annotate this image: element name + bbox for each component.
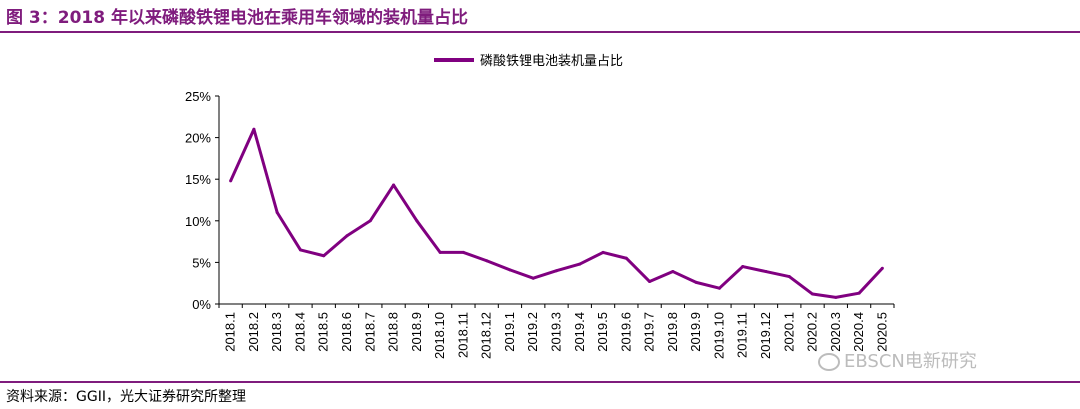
data-point <box>717 286 721 290</box>
x-tick-label: 2019.9 <box>688 312 703 352</box>
data-point <box>298 248 302 252</box>
data-point <box>345 234 349 238</box>
data-point <box>834 295 838 299</box>
title-rule <box>0 31 1080 33</box>
data-point <box>368 219 372 223</box>
x-tick-label: 2020.1 <box>781 312 796 352</box>
data-point <box>624 256 628 260</box>
line-chart: 磷酸铁锂电池装机量占比 0%5%10%15%20%25% 2018.1 2018.… <box>185 54 895 359</box>
x-tick-label: 2019.7 <box>642 312 657 352</box>
series-layer <box>229 127 884 299</box>
data-point <box>787 275 791 279</box>
chart-legend: 磷酸铁锂电池装机量占比 <box>434 54 623 69</box>
footer-rule <box>0 381 1080 383</box>
x-tick-label: 2018.8 <box>386 312 401 352</box>
data-point <box>275 210 279 214</box>
y-tick-label: 5% <box>192 255 211 270</box>
watermark-text: EBSCN电新研究 <box>844 351 977 372</box>
data-point <box>671 270 675 274</box>
x-tick-label: 2019.2 <box>525 312 540 352</box>
x-tick-label: 2019.10 <box>711 312 726 359</box>
data-point <box>322 254 326 258</box>
data-point <box>694 280 698 284</box>
x-tick-label: 2020.4 <box>851 312 866 352</box>
x-tick-label: 2020.2 <box>805 312 820 352</box>
x-tick-label: 2018.11 <box>455 312 470 358</box>
data-point <box>555 269 558 273</box>
data-point <box>741 265 745 269</box>
data-point <box>601 250 605 254</box>
legend-label: 磷酸铁锂电池装机量占比 <box>480 54 623 69</box>
data-point <box>438 250 442 254</box>
x-tick-label: 2020.3 <box>828 312 843 352</box>
y-tick-label: 25% <box>185 89 211 104</box>
data-point <box>764 270 768 274</box>
data-point <box>461 250 465 254</box>
x-tick-label: 2020.5 <box>874 312 889 352</box>
data-point <box>485 259 489 263</box>
y-tick-label: 0% <box>192 297 211 312</box>
x-tick-label: 2019.5 <box>595 312 610 352</box>
data-point <box>880 266 884 270</box>
watermark: EBSCN电新研究 <box>818 347 977 373</box>
y-tick-label: 15% <box>185 172 211 187</box>
figure-header: 图 3：2018 年以来磷酸铁锂电池在乘用车领域的装机量占比 <box>0 0 1080 34</box>
y-tick-label: 10% <box>185 214 211 229</box>
chart-axes <box>218 96 894 305</box>
y-tick-label: 20% <box>185 131 211 146</box>
x-tick-label: 2018.6 <box>339 312 354 352</box>
data-point <box>811 292 815 296</box>
x-tick-label: 2018.5 <box>316 312 331 352</box>
data-point <box>508 268 512 272</box>
source-note: 资料来源：GGII，光大证券研究所整理 <box>6 389 246 405</box>
data-point <box>392 183 396 187</box>
y-tick-group: 0% 5% 10% 15% 20% 25% <box>185 89 219 312</box>
data-point <box>648 280 652 284</box>
figure-title: 图 3：2018 年以来磷酸铁锂电池在乘用车领域的装机量占比 <box>6 8 468 28</box>
data-point <box>857 291 861 295</box>
data-point <box>531 276 535 280</box>
x-tick-label: 2019.4 <box>572 312 587 352</box>
x-tick-label: 2018.10 <box>432 312 447 359</box>
x-tick-label: 2019.11 <box>735 312 750 358</box>
x-tick-group: 2018.1 2018.2 2018.3 2018.4 2018.5 2018.6 2018… <box>218 304 895 359</box>
x-tick-label: 2019.6 <box>618 312 633 352</box>
x-tick-label: 2018.12 <box>479 312 494 359</box>
wechat-icon <box>818 353 840 371</box>
x-tick-label: 2019.3 <box>549 312 564 352</box>
x-tick-label: 2019.12 <box>758 312 773 359</box>
x-tick-label: 2018.9 <box>409 312 424 352</box>
x-tick-label: 2018.4 <box>292 312 307 352</box>
data-point <box>252 127 256 131</box>
x-tick-label: 2018.3 <box>269 312 284 352</box>
data-point <box>229 179 233 183</box>
x-tick-label: 2019.8 <box>665 312 680 352</box>
x-tick-label: 2018.2 <box>246 312 261 352</box>
x-tick-label: 2018.7 <box>362 312 377 352</box>
x-tick-label: 2018.1 <box>223 312 238 352</box>
data-point <box>578 262 582 266</box>
data-point <box>415 219 419 223</box>
x-tick-label: 2019.1 <box>502 312 517 352</box>
